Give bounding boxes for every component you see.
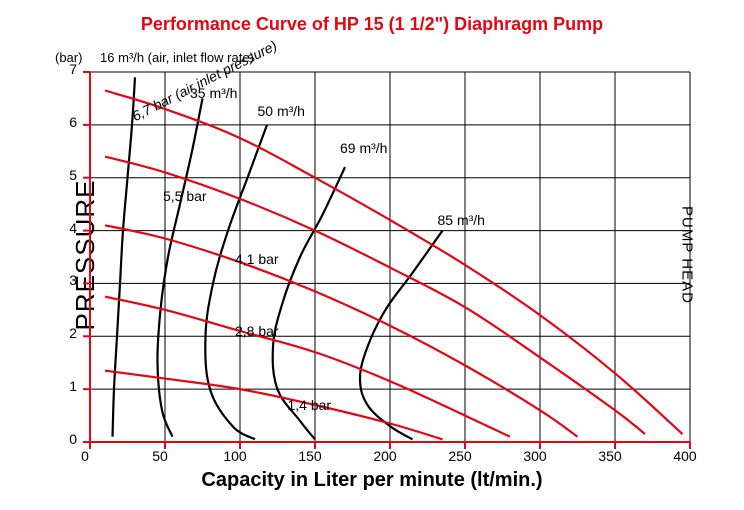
y-tick-label: 6 [57,114,77,130]
x-tick-label: 350 [595,448,625,464]
x-tick-label: 400 [670,448,700,464]
y-tick-label: 0 [57,431,77,447]
curve-label: 2,8 bar [235,323,279,339]
x-tick-label: 150 [295,448,325,464]
y-tick-label: 1 [57,378,77,394]
curve-label: 4,1 bar [235,251,279,267]
curve-label: 69 m³/h [340,140,387,156]
curve-label: 1,4 bar [288,397,332,413]
y-tick-label: 2 [57,325,77,341]
curve-label: 35 m³/h [190,85,237,101]
y-tick-label: 7 [57,61,77,77]
x-axis-title: Capacity in Liter per minute (lt/min.) [0,469,744,492]
chart-svg [75,70,700,455]
plot-area: 012345670501001502002503003504006,7 bar … [85,70,685,440]
curve-label: 5,5 bar [163,188,207,204]
x-tick-label: 0 [70,448,100,464]
pressure-curve [105,225,578,436]
x-tick-label: 50 [145,448,175,464]
curve-label: 50 m³/h [258,103,305,119]
y-tick-label: 5 [57,167,77,183]
flow-curve [360,231,443,440]
pressure-curve [105,297,510,437]
flow-curve [157,98,202,436]
y-tick-label: 3 [57,272,77,288]
curve-label: 85 m³/h [438,212,485,228]
x-tick-label: 100 [220,448,250,464]
x-tick-label: 300 [520,448,550,464]
chart-title: Performance Curve of HP 15 (1 1/2") Diap… [0,14,744,35]
flow-curve [113,77,136,436]
x-tick-label: 250 [445,448,475,464]
y-tick-label: 4 [57,220,77,236]
x-tick-label: 200 [370,448,400,464]
